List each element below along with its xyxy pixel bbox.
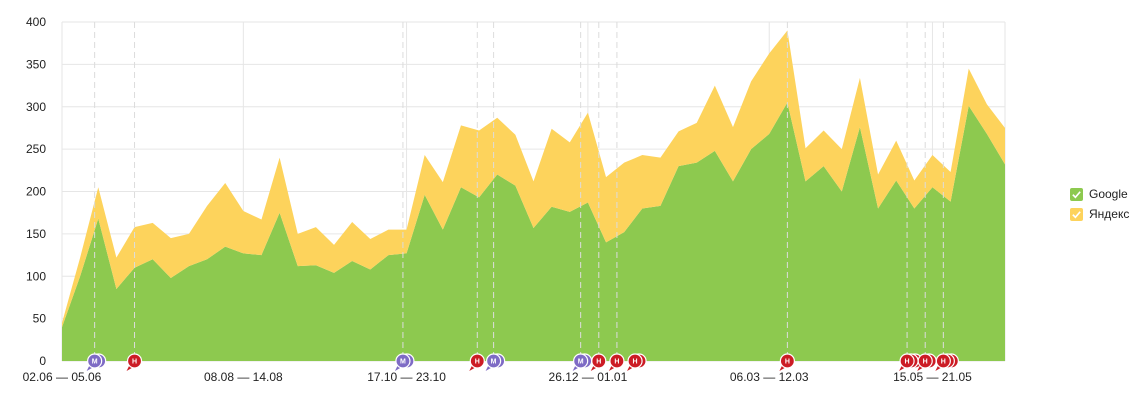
marker-bubble-icon [486,353,502,369]
event-marker-m[interactable]: M [86,353,107,371]
event-marker-h[interactable]: H [935,353,959,371]
x-tick-label: 02.06 — 05.06 [23,370,102,384]
marker-letter: H [596,359,601,366]
marker-letter: H [923,359,928,366]
marker-bubble-icon [899,353,915,369]
marker-letter: H [475,359,480,366]
marker-bubble-icon [87,353,103,369]
marker-bubble-icon [469,353,485,369]
axes: 0 50 100 150 200 250 300 350 400 02.06 — 05.06 08.… [23,15,973,384]
y-tick-label: 300 [26,100,46,114]
event-lines [94,22,944,361]
legend-item-yandex[interactable]: Яндекс [1070,204,1140,224]
event-marker-m[interactable]: M [394,353,415,371]
y-tick-label: 100 [26,269,46,283]
marker-letter: H [633,359,638,366]
checkbox-checked-icon[interactable] [1070,187,1083,201]
series-areas [62,30,1005,361]
marker-letter: M [400,359,406,366]
marker-bubble-icon [609,353,625,369]
legend-label: Google [1089,187,1128,201]
marker-bubble-icon [917,353,933,369]
x-tick-label: 08.08 — 14.08 [204,370,283,384]
event-marker-h[interactable]: H [779,353,795,371]
marker-bubble-icon [126,353,143,369]
series-area-google [62,102,1005,361]
marker-bubble-icon [573,353,589,369]
y-tick-label: 150 [26,227,46,241]
marker-letter: M [578,359,584,366]
event-marker-h[interactable]: H [469,353,485,371]
event-marker-h[interactable]: H [917,353,937,371]
y-tick-label: 50 [33,312,47,326]
event-marker-h[interactable]: H [126,353,143,371]
event-marker-h[interactable]: H [590,353,607,371]
x-tick-label: 26.12 — 01.01 [549,370,628,384]
marker-letter: H [614,359,619,366]
legend: Google Яндекс [1070,184,1140,224]
checkbox-checked-icon[interactable] [1070,207,1083,221]
series-area-yandex [62,30,1005,328]
event-marker-h[interactable]: H [608,353,625,371]
x-tick-label: 15.05 — 21.05 [893,370,972,384]
marker-letter: H [941,359,946,366]
legend-item-google[interactable]: Google [1070,184,1140,204]
y-tick-label: 200 [26,185,46,199]
marker-bubble-icon [935,353,951,369]
x-tick-label: 06.03 — 12.03 [730,370,809,384]
marker-letter: M [491,359,497,366]
marker-bubble-icon [779,353,795,369]
y-tick-label: 400 [26,15,46,29]
legend-label: Яндекс [1089,207,1130,221]
y-tick-label: 250 [26,142,46,156]
marker-letter: M [92,359,98,366]
marker-letter: H [132,359,137,366]
marker-letter: H [785,359,790,366]
marker-bubble-icon [627,353,643,369]
y-tick-label: 0 [39,354,46,368]
event-marker-m[interactable]: M [485,353,506,371]
traffic-chart: 0 50 100 150 200 250 300 350 400 02.06 — 05.06 08.… [23,15,1006,384]
marker-bubble-icon [591,353,607,369]
x-tick-label: 17.10 — 23.10 [367,370,446,384]
marker-bubble-icon [395,353,411,369]
event-marker-m[interactable]: M [572,353,593,371]
y-tick-label: 350 [26,57,46,71]
event-marker-h[interactable]: H [627,353,647,371]
marker-letter: H [905,359,910,366]
